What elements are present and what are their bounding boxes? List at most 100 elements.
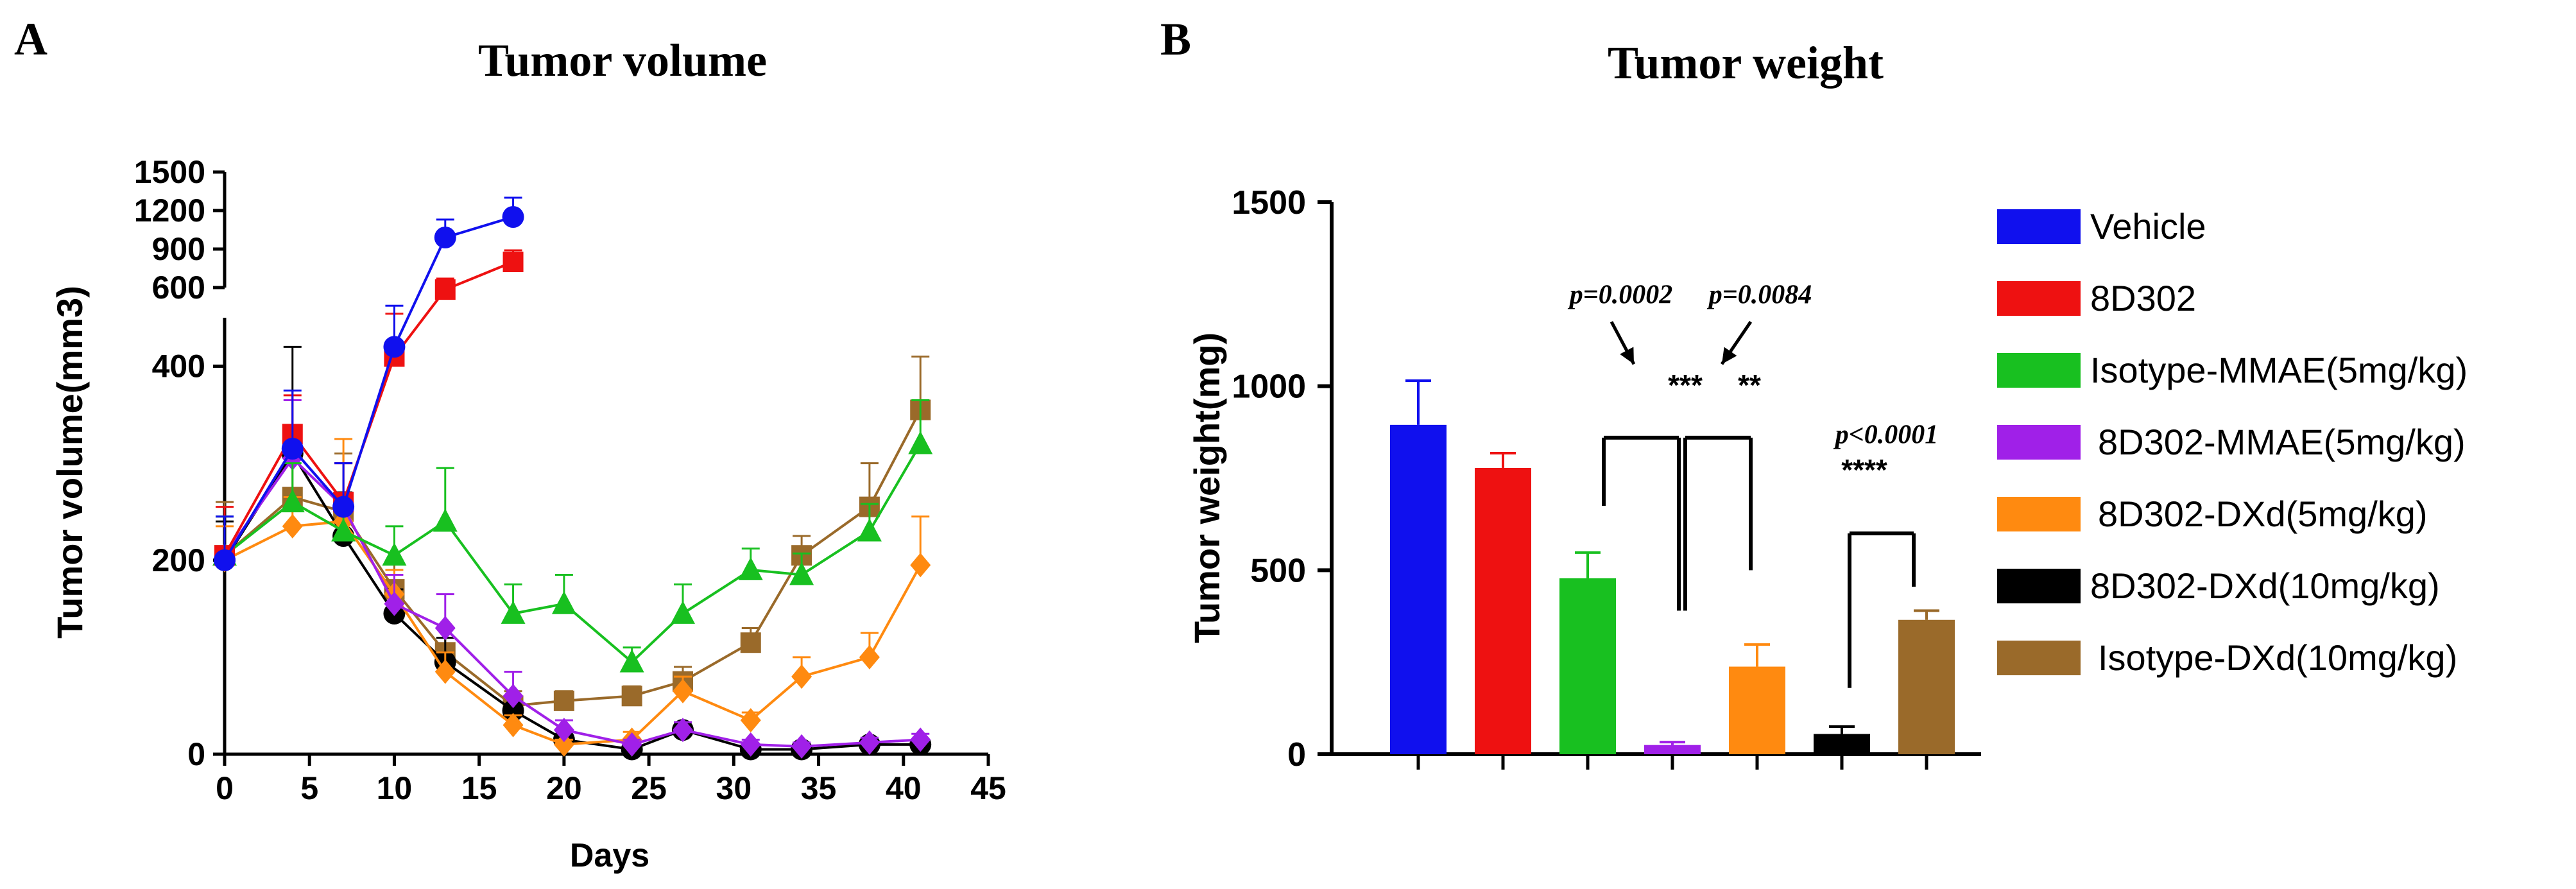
p-value-label: p=0.0002 <box>1568 281 1672 310</box>
chart-b-ylabel: Tumor weight(mg) <box>1187 332 1227 643</box>
y-tick-label: 200 <box>152 542 205 578</box>
legend-item-isotype-dxd-10mg-kg: Isotype-DXd(10mg/kg) <box>2098 637 2457 678</box>
series-isotype-mmae-5mg-kg <box>212 399 933 673</box>
series-isotype-dxd-10mg-kg <box>214 355 931 716</box>
data-point <box>384 591 405 616</box>
series-vehicle <box>214 196 524 571</box>
data-point <box>331 518 356 542</box>
x-tick-label: 30 <box>716 770 752 806</box>
y-tick-label: 400 <box>152 349 205 384</box>
bar-isotype-dxd-10mg-kg <box>1898 619 1955 754</box>
data-point <box>553 690 574 711</box>
x-tick-label: 15 <box>461 770 497 806</box>
y-tick-label: 900 <box>152 231 205 267</box>
data-point <box>791 664 812 689</box>
chart-a-xlabel: Days <box>570 837 649 874</box>
bar-vehicle <box>1390 424 1447 754</box>
annotation-arrowhead <box>1620 347 1634 365</box>
data-point <box>859 644 880 669</box>
legend-swatch <box>1997 425 2081 460</box>
x-tick-label: 25 <box>631 770 667 806</box>
panel-a-title: Tumor volume <box>478 35 767 86</box>
bar-isotype-mmae-5mg-kg <box>1559 578 1616 754</box>
y-tick-label: 0 <box>1287 736 1306 773</box>
data-point <box>859 730 880 755</box>
series-line-vehicle <box>223 216 514 561</box>
data-point <box>671 600 695 624</box>
series-line-isotype-mmae-5mg-kg <box>223 443 922 664</box>
data-point <box>434 659 456 684</box>
panel-b-title: Tumor weight <box>1608 37 1884 89</box>
legend-item-vehicle: Vehicle <box>2090 206 2206 246</box>
data-point <box>434 227 456 248</box>
data-point <box>434 616 456 641</box>
data-point <box>382 542 407 566</box>
data-point <box>553 732 574 757</box>
x-tick-label: 45 <box>970 770 1006 806</box>
bar-8d302-dxd-5mg-kg <box>1729 666 1785 754</box>
data-point <box>281 438 304 460</box>
data-point <box>673 718 693 743</box>
data-point <box>857 518 882 542</box>
data-point <box>740 708 761 733</box>
significance-stars: *** <box>1668 368 1703 402</box>
legend-swatch <box>1997 209 2081 244</box>
data-point <box>910 553 931 578</box>
panel-a-letter: A <box>14 13 47 65</box>
legend-item-8d302-mmae-5mg-kg: 8D302-MMAE(5mg/kg) <box>2098 422 2466 462</box>
significance-stars: **** <box>1841 453 1887 487</box>
x-tick-label: 10 <box>377 770 413 806</box>
annotation-arrowhead <box>1722 347 1737 365</box>
legend-item-isotype-mmae-5mg-kg: Isotype-MMAE(5mg/kg) <box>2090 350 2468 390</box>
data-point <box>908 431 933 454</box>
data-point <box>621 686 642 707</box>
data-point <box>282 514 303 539</box>
legend-swatch <box>1997 281 2081 316</box>
x-tick-label: 35 <box>801 770 837 806</box>
data-point <box>738 557 763 580</box>
data-point <box>910 727 931 752</box>
data-point <box>621 732 642 757</box>
x-tick-label: 0 <box>216 770 234 806</box>
data-point <box>332 496 355 518</box>
y-tick-label: 1200 <box>134 193 205 229</box>
data-point <box>551 591 576 614</box>
y-tick-label: 1500 <box>1232 184 1306 221</box>
p-value-label: p<0.0001 <box>1833 420 1938 450</box>
series-8d302 <box>214 249 524 566</box>
data-point <box>502 684 524 709</box>
legend-swatch <box>1997 353 2081 388</box>
data-point <box>553 718 574 743</box>
legend: Vehicle 8D302 Isotype-MMAE(5mg/kg) 8D302-MM… <box>1997 206 2468 678</box>
data-point <box>740 732 761 757</box>
y-tick-label: 500 <box>1250 552 1306 589</box>
legend-swatch <box>1997 641 2081 675</box>
legend-item-8d302-dxd-5mg-kg: 8D302-DXd(5mg/kg) <box>2098 494 2428 534</box>
data-point <box>501 600 526 624</box>
x-tick-label: 40 <box>886 770 922 806</box>
data-point <box>502 252 524 272</box>
bar-8d302-mmae-5mg-kg <box>1644 745 1701 754</box>
x-tick-label: 20 <box>546 770 582 806</box>
series-line-8d302 <box>223 261 514 557</box>
legend-swatch <box>1997 497 2081 531</box>
data-point <box>789 562 814 585</box>
p-value-label: p=0.0084 <box>1707 281 1812 310</box>
x-tick-label: 5 <box>300 770 318 806</box>
data-point <box>433 508 458 532</box>
data-point <box>673 678 693 703</box>
y-tick-label: 0 <box>187 736 205 772</box>
data-point <box>280 489 305 513</box>
data-point <box>434 279 456 300</box>
data-point <box>214 549 236 571</box>
data-point <box>502 712 524 738</box>
bar-8d302 <box>1475 467 1531 754</box>
legend-swatch <box>1997 569 2081 603</box>
data-point <box>383 336 406 358</box>
legend-item-8d302-dxd-10mg-kg: 8D302-DXd(10mg/kg) <box>2090 565 2440 606</box>
y-tick-label: 1500 <box>134 154 205 190</box>
data-point <box>740 632 761 653</box>
